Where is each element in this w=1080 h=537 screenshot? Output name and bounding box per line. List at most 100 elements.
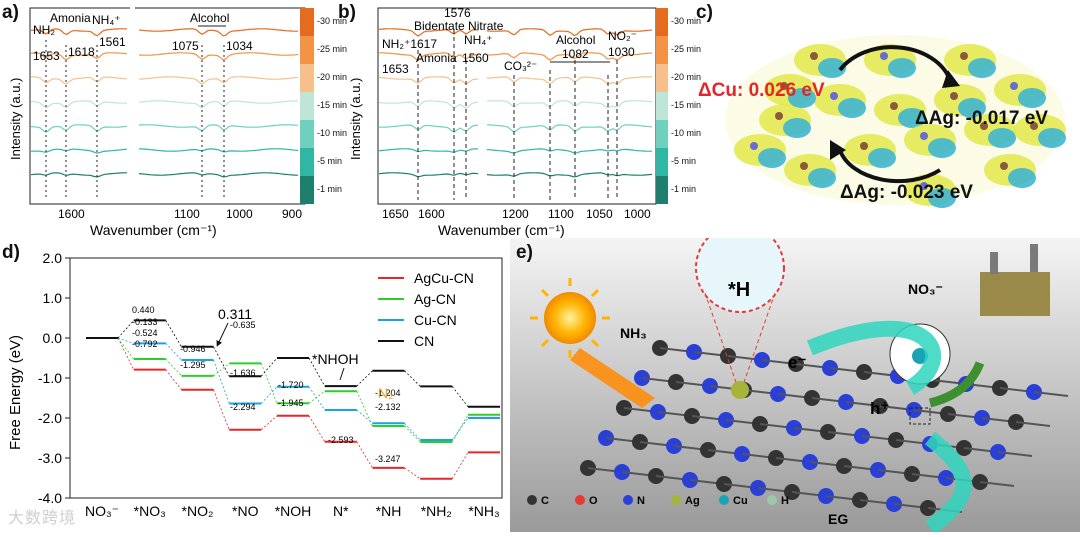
factory-icon (980, 272, 1050, 316)
atom-dot (880, 52, 888, 60)
energy-connector (117, 337, 134, 344)
colorbar-segment (300, 64, 314, 92)
energy-connector (356, 441, 373, 469)
legend-label: O (589, 495, 598, 507)
free-energy-chart: 2.0 1.0 0.0 -1.0 -2.0 -3.0 -4.0 NO₃⁻ *NO₃ *NO₂ *N… (7, 250, 503, 519)
a-xtick-3: 900 (282, 207, 302, 221)
panel-b-colorbar (656, 8, 668, 204)
lattice-bond (1015, 421, 1051, 427)
spectrum-line (30, 172, 299, 178)
panel-b: b) 1576 Bidentate Nitrate NH₂⁺1617 Amoni… (338, 0, 701, 240)
d-value-label-3: -0.792 (132, 339, 158, 349)
b-xtick-3: 1100 (548, 207, 574, 221)
charge-blob (988, 128, 1016, 148)
x-tick-label: *NO₂ (182, 503, 214, 519)
colorbar-segment (656, 148, 668, 176)
legend-label: AgCu-CN (414, 270, 474, 286)
panel-d-label: d) (2, 242, 20, 263)
d-value-label-9: -1.720 (278, 380, 304, 390)
legend-dot (719, 495, 729, 505)
atom-dot (920, 182, 928, 190)
watermark: 大数跨境 (8, 510, 77, 527)
atom-dot (830, 92, 838, 100)
charge-blob (788, 88, 816, 108)
legend-dot (671, 495, 681, 505)
colorbar-label: -10 min (317, 128, 348, 138)
colorbar-label: -15 min (671, 100, 702, 110)
b-ann-co3: CO₃²⁻ (504, 59, 537, 73)
y-tick-label: 0.0 (43, 330, 63, 346)
d-ann-n2: N₂ (378, 385, 394, 401)
legend-label: Ag-CN (414, 291, 456, 307)
energy-connector (451, 386, 469, 408)
atom-dot (890, 102, 898, 110)
energy-connector (213, 389, 230, 430)
colorbar-label: -30 min (671, 16, 702, 26)
energy-connector (260, 386, 278, 404)
energy-connector (260, 415, 278, 431)
legend-dot (527, 495, 537, 505)
b-ann-1576: 1576 (444, 6, 471, 20)
colorbar-segment (656, 176, 668, 204)
spectrum-line (378, 28, 653, 37)
colorbar-label: -5 min (317, 156, 343, 166)
b-xtick-5: 1000 (624, 207, 651, 221)
b-ann-no2: NO₂⁻ (608, 29, 637, 43)
spectrum-line (30, 76, 299, 85)
spectrum-line (379, 124, 653, 133)
atom-dot (860, 142, 868, 150)
b-ann-1653: 1653 (382, 62, 409, 76)
mechanism-illustration: *H NH₃ NO₃⁻ e⁻ h⁺ EG C O N Ag Cu H (510, 223, 1080, 535)
d-value-label-14: -3.247 (375, 454, 401, 464)
b-xtick-2: 1200 (502, 207, 529, 221)
legend-label: Cu (733, 495, 748, 507)
spectrum-line (378, 148, 652, 154)
energy-connector (451, 452, 469, 480)
a-ann-1075: 1075 (172, 39, 199, 53)
colorbar-segment (656, 36, 668, 64)
a-ann-nh4: NH₄⁺ (92, 13, 121, 27)
energy-connector (165, 320, 182, 348)
d-value-label-2: -0.524 (132, 328, 158, 338)
panel-b-spectra: 1576 Bidentate Nitrate NH₂⁺1617 Amonia 1… (348, 6, 657, 238)
b-xtick-4: 1050 (586, 207, 613, 221)
legend-label: CN (414, 333, 434, 349)
y-tick-label: -3.0 (38, 450, 62, 466)
x-tick-label: NO₃⁻ (85, 503, 119, 519)
charge-blob (888, 58, 916, 78)
energy-connector (451, 414, 469, 443)
atom-dot (920, 132, 928, 140)
x-tick-label: *NO (232, 503, 259, 519)
energy-connector (213, 359, 230, 404)
spectrum-line (378, 76, 653, 85)
energy-connector (213, 346, 230, 377)
energy-connector (404, 370, 421, 387)
a-ann-nh2: NH₂ (33, 23, 55, 37)
atom-dot (750, 142, 758, 150)
b-xtick-0: 1650 (382, 207, 409, 221)
energy-connector (308, 357, 326, 387)
colorbar-segment (656, 92, 668, 120)
energy-connector (356, 370, 373, 387)
spectrum-line (31, 148, 299, 154)
energy-connector (165, 369, 182, 391)
atom-dot (960, 52, 968, 60)
b-ann-1560: 1560 (462, 51, 489, 65)
energy-connector (308, 415, 326, 442)
a-xtick-0: 1600 (58, 207, 85, 221)
e-label-eg: EG (828, 511, 848, 527)
energy-connector (356, 409, 373, 424)
spectrum-line (378, 172, 653, 178)
lattice-bond (1033, 391, 1069, 397)
energy-connector (404, 423, 421, 441)
charge-blob (818, 58, 846, 78)
colorbar-label: -20 min (671, 72, 702, 82)
energy-connector (308, 390, 325, 404)
e-label-no3: NO₃⁻ (908, 281, 943, 297)
charge-blob (928, 138, 956, 158)
x-tick-label: *NO₃ (134, 503, 166, 519)
b-ylabel: Intensity (a.u.) (348, 78, 363, 160)
energy-connector (117, 337, 135, 370)
b-ann-nh4: NH₄⁺ (464, 33, 493, 47)
b-ann-nh2: NH₂⁺1617 (382, 37, 437, 51)
